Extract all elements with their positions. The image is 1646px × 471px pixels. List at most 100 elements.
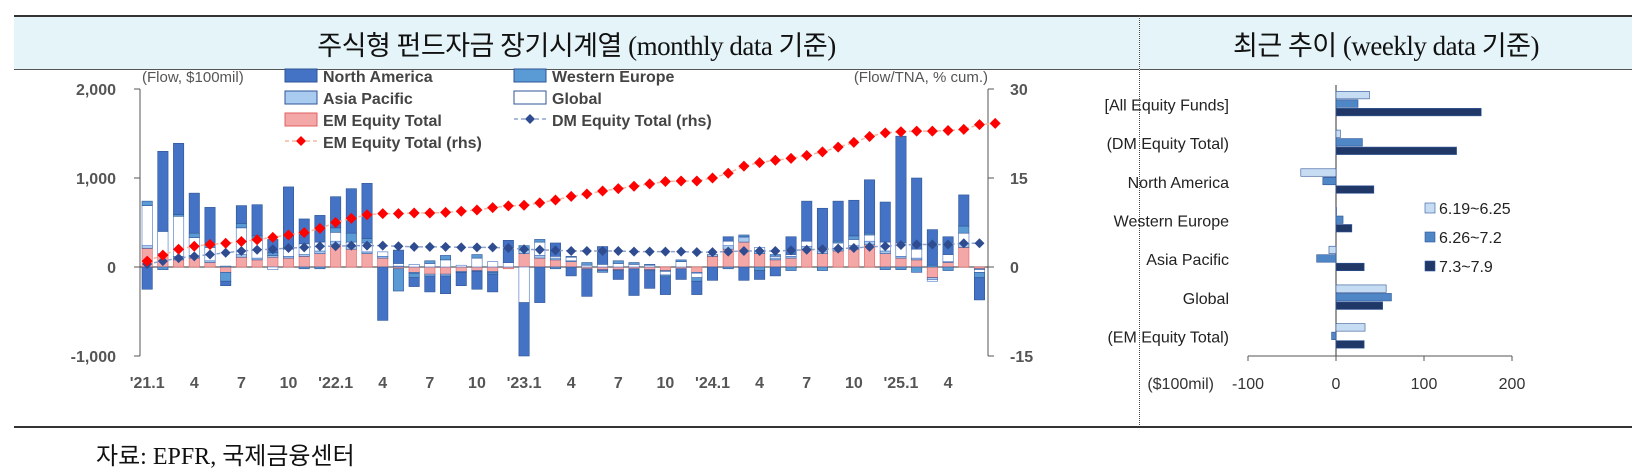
bar-north-america — [345, 188, 357, 234]
marker-em-line — [502, 200, 514, 212]
weekly-bar-w2 — [1335, 138, 1363, 147]
bar-north-america — [879, 201, 891, 243]
bar-north-america — [204, 207, 216, 244]
bar-western-europe — [879, 266, 891, 270]
bar-north-america — [644, 270, 656, 289]
bar-global — [502, 262, 514, 268]
marker-em-line — [895, 126, 907, 138]
bar-north-america — [958, 194, 970, 227]
right-y-tick-label: -15 — [1010, 349, 1033, 366]
marker-dm-line — [911, 239, 922, 250]
weekly-bar-w2 — [1335, 215, 1344, 224]
weekly-bar-w3 — [1335, 185, 1375, 194]
bar-em-equity — [408, 266, 420, 273]
bar-north-america — [377, 266, 389, 321]
bar-em-equity — [691, 266, 703, 273]
bar-north-america — [864, 179, 876, 234]
marker-dm-line — [204, 249, 215, 260]
bar-north-america — [581, 269, 593, 297]
bar-north-america — [471, 271, 483, 290]
weekly-bar-w2 — [1331, 331, 1337, 340]
marker-dm-line — [299, 242, 310, 253]
bar-em-equity — [644, 266, 656, 270]
weekly-category-label: (EM Equity Total) — [1107, 330, 1229, 347]
marker-em-line — [942, 125, 954, 137]
weekly-legend-swatch-w2 — [1424, 231, 1436, 243]
bar-western-europe — [973, 272, 985, 278]
bar-north-america — [424, 275, 436, 293]
bar-north-america — [895, 135, 907, 244]
marker-em-line — [157, 249, 169, 261]
legend-label: DM Equity Total (rhs) — [552, 113, 712, 130]
weekly-bar-w1 — [1335, 207, 1337, 216]
marker-dm-line — [707, 247, 718, 258]
marker-dm-line — [738, 245, 749, 256]
bar-em-equity — [267, 256, 279, 268]
bar-em-equity — [958, 247, 970, 268]
marker-em-line — [345, 212, 357, 224]
bar-global — [864, 234, 876, 242]
marker-dm-line — [754, 245, 765, 256]
marker-em-line — [879, 127, 891, 139]
bar-western-europe — [471, 254, 483, 259]
bar-western-europe — [612, 260, 624, 264]
bar-global — [628, 264, 640, 268]
bar-north-america — [392, 249, 404, 264]
marker-em-line — [471, 204, 483, 216]
bar-em-equity — [926, 266, 938, 278]
marker-em-line — [612, 183, 624, 195]
bar-north-america — [754, 270, 766, 280]
marker-em-line — [361, 209, 373, 221]
bar-em-equity — [314, 253, 326, 268]
bar-global — [659, 271, 671, 276]
bar-western-europe — [424, 260, 436, 264]
bar-global — [440, 259, 452, 268]
marker-dm-line — [676, 246, 687, 257]
marker-dm-line — [456, 242, 467, 253]
marker-dm-line — [487, 242, 498, 253]
bar-em-equity — [597, 266, 609, 270]
marker-em-line — [628, 180, 640, 192]
marker-em-line — [832, 141, 844, 153]
bar-western-europe — [722, 266, 734, 270]
bar-western-europe — [675, 259, 687, 262]
weekly-bar-w3 — [1335, 301, 1383, 310]
marker-dm-line — [801, 244, 812, 255]
weekly-x-tick-label: 0 — [1332, 376, 1341, 393]
legend-label: North America — [323, 69, 433, 86]
marker-dm-line — [958, 238, 969, 249]
bar-global — [973, 269, 985, 273]
bar-western-europe — [895, 266, 907, 270]
marker-dm-line — [786, 245, 797, 256]
x-tick-label: 4 — [944, 375, 953, 392]
bar-western-europe — [785, 266, 797, 271]
marker-em-line — [283, 229, 295, 241]
marker-em-line — [973, 119, 985, 131]
bar-north-america — [722, 236, 734, 242]
bar-global — [267, 266, 279, 270]
weekly-bar-w1 — [1335, 91, 1370, 100]
bar-north-america — [220, 280, 232, 286]
bar-western-europe — [549, 266, 561, 270]
bar-western-europe — [816, 266, 828, 271]
marker-dm-line — [848, 243, 859, 254]
x-tick-label: 7 — [802, 375, 811, 392]
legend-label: Western Europe — [552, 69, 675, 86]
marker-dm-line — [943, 239, 954, 250]
bar-north-america — [188, 192, 200, 234]
bar-em-equity — [361, 253, 373, 268]
bar-north-america — [691, 280, 703, 295]
bar-global — [691, 272, 703, 278]
marker-dm-line — [346, 240, 357, 251]
marker-em-line — [597, 185, 609, 197]
marker-em-line — [173, 243, 185, 255]
bar-north-america — [251, 204, 263, 237]
right-axis-unit: (Flow/TNA, % cum.) — [854, 69, 988, 86]
bar-north-america — [612, 270, 624, 280]
weekly-legend-swatch-w1 — [1424, 202, 1436, 214]
x-tick-label: 4 — [755, 375, 764, 392]
weekly-x-tick-label: 100 — [1411, 376, 1438, 393]
marker-em-line — [235, 235, 247, 247]
weekly-legend-label: 6.26~7.2 — [1439, 230, 1502, 247]
marker-em-line — [691, 175, 703, 187]
